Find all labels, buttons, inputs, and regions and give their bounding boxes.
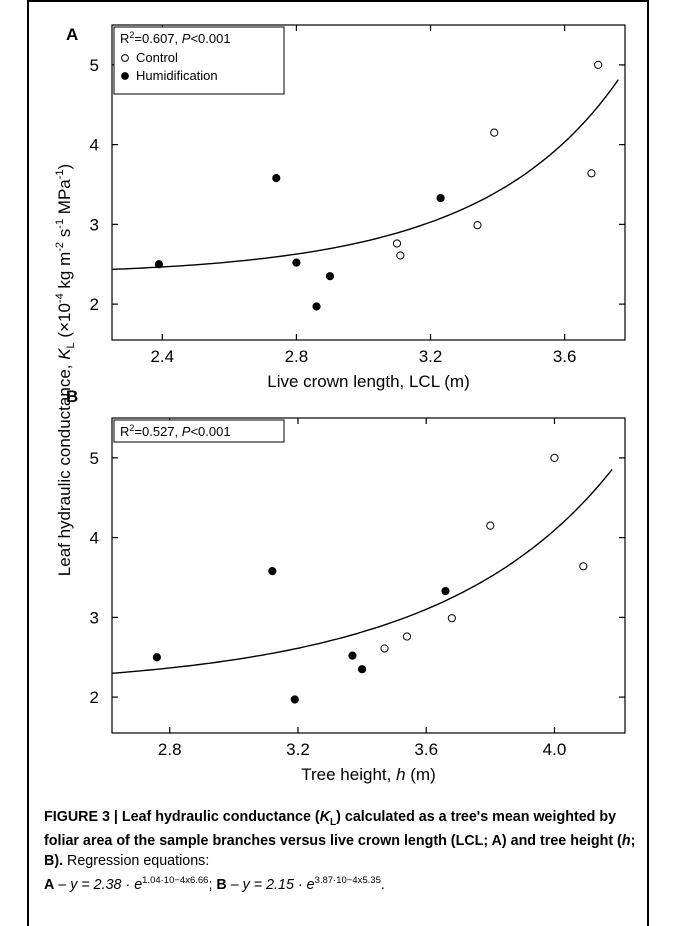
data-point-control [550,453,559,462]
panel-b: B 2 3 4 5 2.8 3.2 3.6 4.0 Tree height, h (m) R2=0.… [66,387,626,784]
plot-frame [111,417,626,734]
data-point-control [587,169,596,178]
data-point-control [473,221,482,230]
frame-top-border [27,0,649,2]
x-axis-label: Tree height, h (m) [301,765,436,784]
legend-marker-control [121,54,129,62]
data-point-humidification [154,260,164,269]
y-tick-label: 2 [90,688,99,707]
data-point-humidification [312,302,321,311]
stats-legend-box [113,419,285,443]
data-point-control [594,60,603,69]
stats-text: R2=0.607, P<0.001 [120,30,231,46]
data-point-humidification [348,651,357,660]
data-point-humidification [441,586,450,596]
x-tick-label: 2.8 [158,740,182,759]
data-point-humidification [292,258,301,267]
data-point-control [490,128,499,137]
data-point-humidification [436,193,445,203]
y-tick-label: 4 [90,529,99,548]
x-tick-label: 4.0 [543,740,567,759]
x-tick-label: 2.4 [150,347,174,366]
regression-curve [111,468,613,674]
caption-equations: A – y = 2.38 · e1.04·10−4x6.66; B – y = … [44,875,385,894]
stats-text: R2=0.527, P<0.001 [120,423,231,439]
y-tick-label: 3 [90,215,99,234]
data-point-humidification [325,272,335,281]
regression-curve [111,79,619,271]
plot-frame [111,24,626,341]
data-point-control [380,644,389,653]
y-tick-label: 2 [90,295,99,314]
chart-svg: A 2 3 4 5 2.4 2.8 3.2 3.6 Live crown length, LCL … [54,24,626,784]
data-point-control [579,562,588,571]
data-point-humidification [272,174,281,183]
figure-caption: FIGURE 3 | Leaf hydraulic conductance (K… [44,808,644,896]
x-axis-label: Live crown length, LCL (m) [267,372,470,391]
frame-right-border [647,0,649,926]
caption-title: FIGURE 3 | Leaf hydraulic conductance (K… [44,809,636,869]
data-point-control [447,614,456,623]
data-point-humidification [357,665,367,674]
x-tick-label: 3.6 [414,740,438,759]
caption-text: Regression equations: [63,852,210,869]
frame-left-border [27,0,29,926]
data-point-control [392,239,402,248]
x-tick-label: 2.8 [285,347,309,366]
stats-legend-box [113,26,285,95]
data-point-humidification [152,653,161,662]
y-tick-label: 5 [90,56,99,75]
data-point-humidification [268,567,277,576]
panel-letter: A [66,25,78,44]
x-tick-label: 3.6 [553,347,577,366]
data-point-control [486,521,495,530]
x-tick-label: 3.2 [286,740,310,759]
legend-label: Humidification [136,68,218,83]
legend-marker-humidification [121,72,129,80]
panel-letter: B [66,387,78,406]
data-point-humidification [290,695,299,704]
legend-label: Control [136,50,178,65]
data-point-control [402,632,412,641]
data-point-control [396,251,405,260]
y-axis-label: Leaf hydraulic conductance, KL (×10-4 kg… [54,164,77,576]
y-tick-label: 4 [90,136,99,155]
x-tick-label: 3.2 [419,347,443,366]
panel-a: A 2 3 4 5 2.4 2.8 3.2 3.6 Live crown length, LCL … [66,24,626,391]
y-tick-label: 5 [90,449,99,468]
y-tick-label: 3 [90,608,99,627]
